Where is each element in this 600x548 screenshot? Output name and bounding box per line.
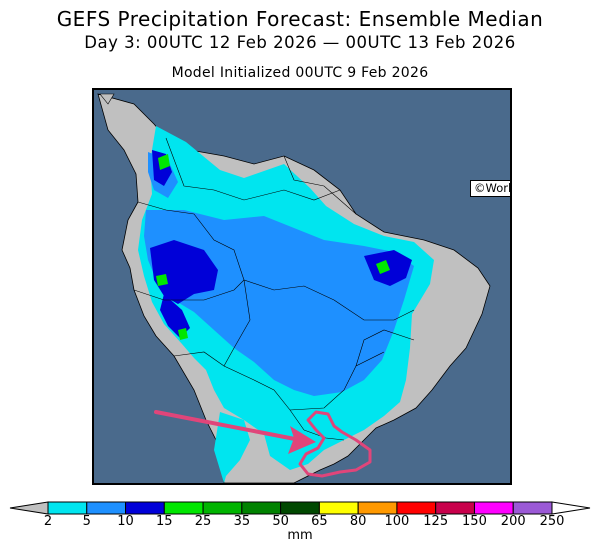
colorbar-tick-label: 100 — [384, 514, 410, 529]
precip-15-25mm-west — [156, 274, 168, 286]
colorbar-segment — [473, 501, 514, 515]
colorbar-segment — [512, 501, 553, 515]
precip-15-25mm-east — [376, 260, 390, 274]
colorbar-tick-label: 65 — [311, 514, 328, 529]
colorbar-tick-label: 250 — [539, 514, 565, 529]
annotation-arrow-shaft — [154, 410, 302, 442]
colorbar-tick-label: 200 — [500, 514, 526, 529]
precip-15-25mm-south — [178, 328, 188, 340]
colorbar-tick-label: 125 — [423, 514, 449, 529]
colorbar-over-arrow — [551, 501, 591, 515]
colorbar — [9, 501, 591, 515]
colorbar-segment — [241, 501, 282, 515]
colorbar-segment — [280, 501, 320, 515]
colorbar-tick-label: 15 — [156, 514, 173, 529]
colorbar-segment — [47, 501, 88, 515]
colorbar-tick-label: 10 — [117, 514, 134, 529]
colorbar-tick-label: 5 — [82, 514, 91, 529]
colorbar-unit: mm — [287, 528, 313, 543]
model-initialized: Model Initialized 00UTC 9 Feb 2026 — [171, 65, 429, 81]
precip-5-10mm — [144, 210, 414, 396]
colorbar-under-arrow — [9, 501, 49, 515]
colorbar-segment — [163, 501, 204, 515]
precipitation-map: ©World Ag Weather — [92, 88, 512, 485]
precip-10-15mm-west — [160, 294, 190, 338]
land-central-america — [99, 93, 115, 105]
annotation — [154, 410, 372, 478]
colorbar-tick-label: 2 — [43, 514, 53, 529]
colorbar-segment — [435, 501, 475, 515]
credit-label: ©World Ag Weather — [470, 180, 510, 197]
colorbar-tick-label: 35 — [233, 514, 251, 529]
colorbar-segment — [357, 501, 398, 515]
colorbar-tick-label: 80 — [349, 514, 367, 529]
precip-10-15mm — [150, 240, 218, 304]
chart-title: GEFS Precipitation Forecast: Ensemble Me… — [56, 7, 544, 31]
precip-15-25mm-north — [158, 154, 170, 170]
forecast-period: Day 3: 00UTC 12 Feb 2026 — 00UTC 13 Feb … — [84, 33, 516, 52]
colorbar-segment — [125, 501, 165, 515]
map-canvas — [94, 90, 510, 483]
colorbar-tick-label: 25 — [194, 514, 212, 529]
colorbar-segment — [396, 501, 437, 515]
colorbar-segment — [318, 501, 359, 515]
colorbar-segment — [86, 501, 127, 515]
annotation-circle — [298, 410, 372, 478]
colorbar-tick-label: 150 — [462, 514, 487, 529]
colorbar-segment — [202, 501, 243, 515]
annotation-arrowhead — [288, 426, 316, 454]
country-borders — [133, 137, 415, 441]
colorbar-tick-label: 50 — [272, 514, 289, 529]
